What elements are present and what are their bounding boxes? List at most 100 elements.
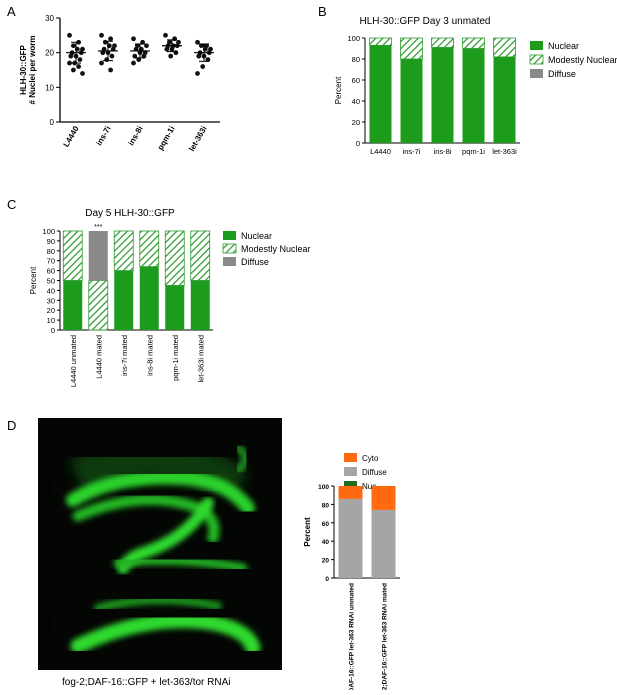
x-tick-label: L4440 [370,147,391,156]
bar-segment [431,47,454,144]
y-tick-label: 100 [347,34,360,43]
y-tick-label: 100 [42,227,55,236]
x-tick-label: pqm-1i mated [171,335,180,381]
bar-segment [190,280,210,330]
bar-segment [431,37,454,48]
data-point [71,43,76,49]
legend-label: Nuc [362,482,376,491]
y-tick-label: 90 [47,237,55,246]
data-point [200,64,206,69]
bar-segment [493,37,516,58]
y-tick-label: 30 [45,14,54,23]
legend-swatch [223,257,236,266]
data-point [172,36,178,42]
y-tick-label: 80 [352,55,360,64]
data-point [99,32,104,38]
y-tick-label: 100 [318,484,329,491]
bar-segment [114,270,134,330]
legend-swatch [222,243,237,254]
data-point [67,60,72,66]
y-axis-label: HLH-30::GFP [19,44,28,94]
x-tick-label: fog-2;DAF-16::GFP let-363 RNAi mated [382,583,389,690]
data-point [144,43,149,49]
x-tick-label: pqm-1i [462,147,485,156]
data-point [164,46,170,52]
data-point [141,53,147,59]
data-point [76,64,81,69]
data-point [108,36,113,42]
bar-segment [400,59,423,143]
bar-segment [462,37,485,49]
bar-segment [190,230,211,281]
bar-segment [113,230,134,271]
legend-swatch [530,41,543,50]
x-tick-label: ins-8i [434,147,452,156]
data-point [131,36,136,42]
chart-title: Day 5 HLH-30::GFP [85,208,175,219]
y-axis-label: Percent [334,76,343,104]
x-tick-label: L4440 unmated [69,335,78,387]
legend-swatch [344,467,357,476]
bar-segment [63,280,83,330]
bar-segment [462,48,485,143]
micrograph-image [38,418,282,670]
y-axis-label: # Nuclei per worm [28,36,37,105]
y-tick-label: 60 [47,267,55,276]
data-point [195,71,200,76]
x-tick-label: ins-8i [126,125,144,148]
legend-label: Nuclear [241,231,272,241]
data-point [77,57,83,62]
bar-segment [164,230,185,286]
x-tick-label: ins-8i mated [145,335,154,376]
y-tick-label: 20 [45,49,54,58]
data-point [80,71,85,76]
legend-swatch [344,453,357,462]
chart-c-stacked-bar: Day 5 HLH-30::GFP0102030405060708090100P… [29,208,311,387]
y-tick-label: 40 [322,539,330,546]
data-point [140,39,146,45]
y-tick-label: 30 [47,296,55,305]
bar-segment [400,37,423,60]
bar-segment [62,230,83,281]
y-tick-label: 50 [47,277,55,286]
y-tick-label: 80 [47,247,55,256]
bar-segment [139,266,159,330]
y-tick-label: 20 [352,118,360,127]
legend-label: Cyto [362,454,379,463]
legend-swatch [530,69,543,78]
worm-illustration [66,440,261,656]
panel-label-d: D [7,418,17,433]
y-tick-label: 20 [322,558,330,565]
bar-segment [88,280,109,331]
y-tick-label: 10 [45,83,54,92]
data-point [131,60,136,66]
data-point [99,60,104,66]
x-tick-label: ins-7i [94,125,112,148]
data-point [195,39,200,45]
y-tick-label: 10 [47,316,55,325]
bar-segment [139,230,160,268]
label-mated: mated [44,612,55,640]
x-tick-label: ins-7i [403,147,421,156]
data-point [205,57,211,62]
bar-segment [371,509,396,578]
chart-title: HLH-30::GFP Day 3 unmated [360,16,491,27]
y-tick-label: 0 [325,576,329,583]
bar-segment [338,486,363,499]
micrograph-caption: fog-2;DAF-16::GFP + let-363/tor RNAi [62,677,231,688]
data-point [68,53,74,59]
x-tick-label: pqm-1i [156,125,177,152]
data-point [109,53,115,59]
x-tick-label: fog-2;DAF-16::GFP let-363 RNAi unmated [349,583,356,690]
label-unmated: unmated [44,479,55,518]
legend-label: Diffuse [241,257,269,267]
bar-segment [493,56,516,143]
y-tick-label: 20 [47,306,55,315]
data-point [136,57,142,62]
legend-label: Modestly Nuclear [241,244,311,254]
legend-swatch [223,231,236,240]
data-point [199,43,204,49]
panel-label-a: A [7,4,16,19]
data-point [108,67,113,73]
